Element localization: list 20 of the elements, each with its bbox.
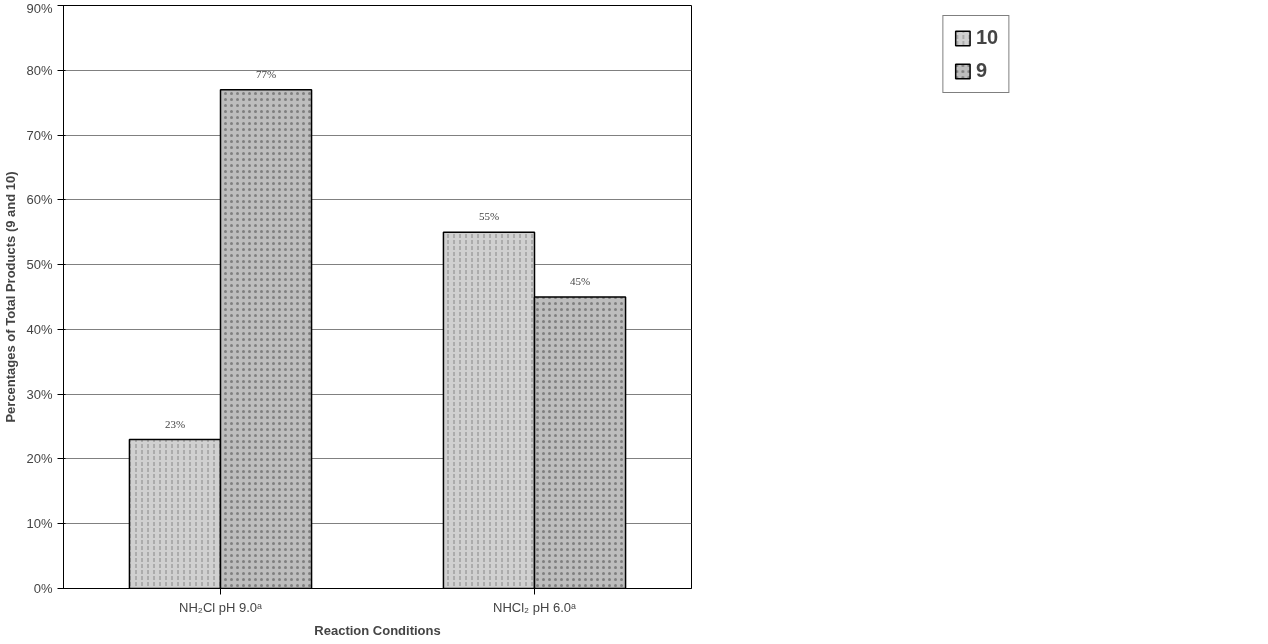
- y-tick-label: 40%: [26, 321, 53, 337]
- y-axis-title: Percentages of Total Products (9 and 10): [3, 171, 19, 423]
- legend-label: 9: [975, 59, 988, 82]
- y-tick-label: 0%: [33, 581, 53, 596]
- legend-label: 10: [975, 26, 999, 49]
- y-tick-label: 70%: [26, 127, 53, 143]
- x-tick-label: NHCl₂ pH 6.0ᵃ: [493, 599, 577, 615]
- y-tick-label: 50%: [26, 257, 53, 273]
- y-tick-label: 60%: [26, 192, 53, 208]
- y-tick-label: 30%: [26, 386, 53, 402]
- text: 45%: [569, 275, 591, 287]
- text: 77%: [255, 67, 277, 80]
- y-tick-label: 80%: [26, 62, 53, 78]
- x-axis-title: Reaction Conditions: [314, 622, 441, 638]
- text: 55%: [478, 210, 500, 223]
- x-tick-label: NH₂Cl pH 9.0ᵃ: [179, 599, 263, 615]
- y-tick-label: 90%: [26, 0, 53, 16]
- y-tick-label: 10%: [26, 516, 53, 532]
- y-tick-label: 20%: [26, 451, 53, 467]
- text: 23%: [164, 417, 186, 430]
